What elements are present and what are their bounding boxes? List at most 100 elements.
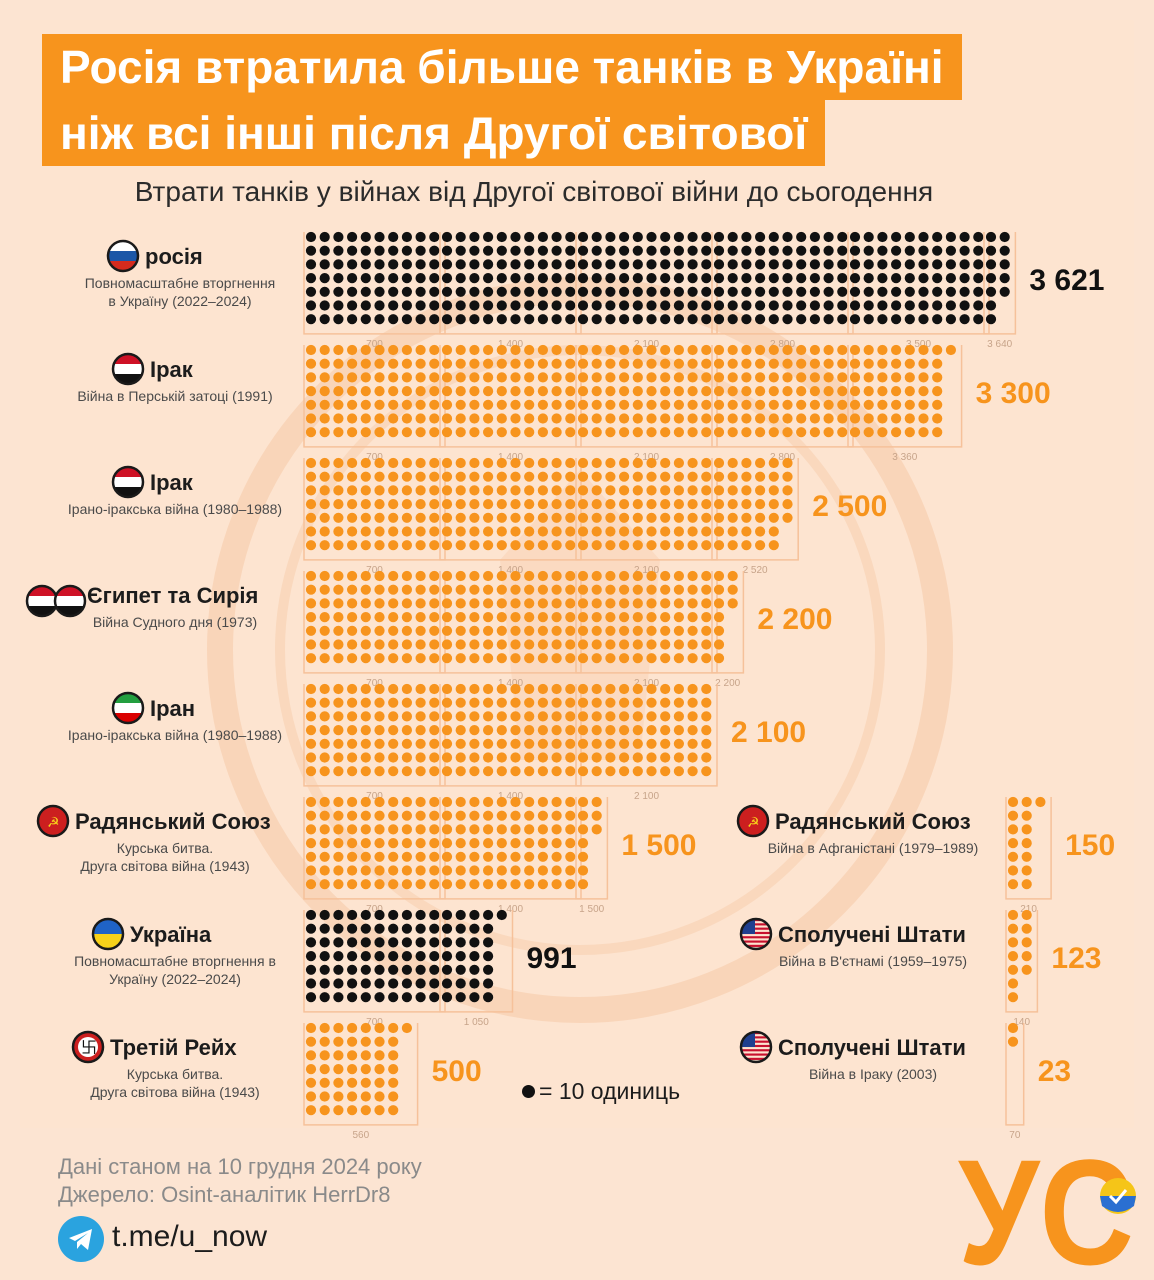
dot-mark (713, 512, 725, 523)
dot-mark (360, 711, 371, 722)
dot-mark (591, 796, 602, 808)
dot-mark (388, 653, 399, 664)
dot-mark (496, 413, 507, 424)
dot-mark (687, 725, 698, 736)
dot-mark (891, 231, 902, 243)
dot-mark (591, 259, 602, 270)
dot-mark (429, 951, 440, 962)
dot-mark (333, 471, 344, 482)
dot-mark (319, 570, 330, 582)
dot-mark (837, 372, 848, 383)
dot-mark (360, 570, 371, 582)
dot-mark (959, 286, 970, 297)
dot-mark (388, 639, 399, 650)
dot-mark (388, 1077, 399, 1088)
country-name: Сполучені Штати (778, 922, 966, 947)
dot-mark (565, 457, 576, 469)
dot-mark (374, 639, 385, 650)
dot-mark (455, 923, 466, 934)
dot-mark (469, 923, 480, 934)
dot-mark (646, 358, 657, 369)
dot-mark (415, 245, 426, 256)
dot-mark (591, 427, 602, 438)
dot-mark (1021, 964, 1032, 975)
dot-mark (932, 427, 943, 438)
dot-mark (388, 231, 399, 243)
dot-mark (701, 386, 712, 397)
dot-mark (782, 231, 793, 243)
dot-mark (510, 851, 521, 862)
dot-mark (577, 838, 589, 849)
dot-mark (305, 427, 317, 438)
dot-mark (305, 612, 317, 623)
dot-mark (768, 372, 779, 383)
dot-mark (429, 231, 440, 243)
dot-mark (455, 584, 466, 595)
dot-mark (429, 300, 440, 311)
dot-mark (360, 485, 371, 496)
dot-mark (429, 909, 440, 921)
telegram-link[interactable]: t.me/u_now (112, 1220, 268, 1253)
dot-mark (441, 937, 453, 948)
dot-mark (319, 457, 330, 469)
dot-mark (565, 810, 576, 821)
dot-mark (904, 314, 915, 325)
dot-mark (401, 485, 412, 496)
telegram-icon[interactable] (58, 1216, 104, 1262)
dot-mark (429, 711, 440, 722)
tick-label: 2 800 (770, 452, 795, 463)
dot-mark (713, 612, 725, 623)
dot-mark (401, 639, 412, 650)
dot-mark (565, 259, 576, 270)
dot-mark (374, 457, 385, 469)
dot-mark (305, 471, 317, 482)
dot-mark (374, 231, 385, 243)
flag-usa-icon (739, 917, 773, 951)
dot-mark (496, 526, 507, 537)
dot-mark (469, 485, 480, 496)
dot-mark (483, 766, 494, 777)
dot-mark (441, 697, 453, 708)
dot-mark (483, 978, 494, 989)
dot-mark (768, 512, 779, 523)
dot-mark (496, 738, 507, 749)
war-description: Війна в В'єтнамі (1959–1975) (779, 953, 967, 969)
dot-mark (632, 314, 643, 325)
dot-mark (374, 711, 385, 722)
dot-mark (347, 413, 358, 424)
dot-mark (496, 427, 507, 438)
dot-mark (782, 499, 793, 510)
dot-mark (524, 598, 535, 609)
dot-mark (932, 386, 943, 397)
dot-mark (333, 612, 344, 623)
dot-mark (605, 245, 616, 256)
dot-mark (441, 865, 453, 876)
dot-mark (591, 711, 602, 722)
dot-mark (687, 427, 698, 438)
dot-mark (551, 570, 562, 582)
flag-stripe (55, 586, 85, 596)
dot-mark (768, 427, 779, 438)
dot-mark (455, 512, 466, 523)
dot-mark (401, 838, 412, 849)
dot-mark (591, 540, 602, 551)
dot-mark (605, 485, 616, 496)
dot-mark (333, 824, 344, 835)
dot-mark (455, 683, 466, 695)
block-frame (575, 345, 718, 448)
dot-mark (360, 1064, 371, 1075)
dot-mark (319, 711, 330, 722)
dot-mark (469, 584, 480, 595)
dot-mark (605, 725, 616, 736)
dot-mark (632, 372, 643, 383)
flag-iraq-icon (111, 465, 145, 499)
dot-mark (347, 879, 358, 890)
tick-label: 140 (1013, 1017, 1030, 1028)
dot-mark (632, 499, 643, 510)
dot-mark (782, 245, 793, 256)
dot-mark (701, 399, 712, 410)
dot-mark (469, 951, 480, 962)
dot-mark (455, 413, 466, 424)
flag-stripe (108, 261, 138, 271)
